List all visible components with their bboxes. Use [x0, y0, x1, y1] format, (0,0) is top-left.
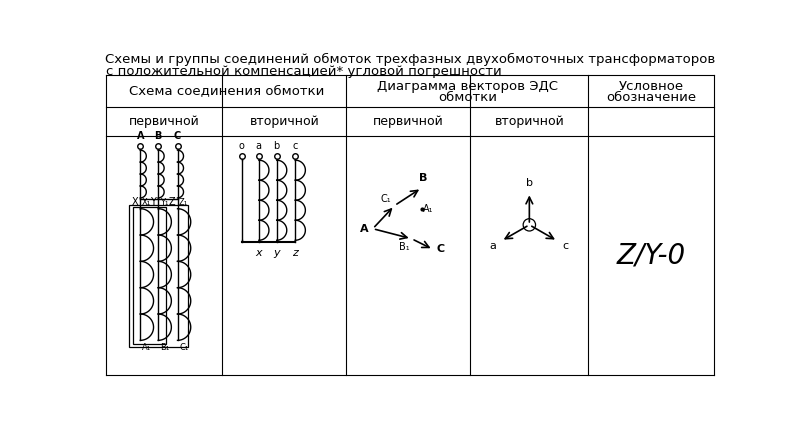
Text: Z₁: Z₁: [179, 198, 188, 207]
Text: X: X: [131, 197, 138, 207]
Text: b: b: [274, 141, 280, 151]
Bar: [133, 207, 166, 344]
Text: z: z: [292, 248, 298, 258]
Text: C₁: C₁: [179, 344, 188, 353]
Text: B: B: [154, 131, 162, 141]
Text: Схема соединения обмотки: Схема соединения обмотки: [129, 84, 324, 97]
Text: C₁: C₁: [381, 194, 391, 204]
Text: A: A: [137, 131, 144, 141]
Text: вторичной: вторичной: [494, 115, 564, 128]
Text: c: c: [562, 241, 569, 251]
Text: с положительной компенсацией* угловой погрешности: с положительной компенсацией* угловой по…: [106, 64, 502, 78]
Text: Z/Y-0: Z/Y-0: [617, 242, 686, 270]
Text: Схемы и группы соединений обмоток трехфазных двухобмоточных трансформаторов: Схемы и группы соединений обмоток трехфа…: [105, 53, 715, 66]
Text: первичной: первичной: [129, 115, 200, 128]
Text: C: C: [174, 131, 181, 141]
Text: C: C: [436, 245, 445, 255]
Text: Y: Y: [150, 197, 156, 207]
Text: o: o: [239, 141, 245, 151]
Text: обмотки: обмотки: [438, 91, 497, 104]
Text: Z: Z: [169, 197, 175, 207]
Text: Условное: Условное: [618, 80, 683, 93]
Text: первичной: первичной: [373, 115, 444, 128]
Text: B₁: B₁: [399, 242, 410, 252]
Text: X₁: X₁: [142, 198, 151, 207]
Text: b: b: [526, 178, 533, 188]
Text: c: c: [293, 141, 298, 151]
Text: Диаграмма векторов ЭДС: Диаграмма векторов ЭДС: [377, 80, 558, 93]
Text: a: a: [490, 241, 497, 251]
Text: Y₁: Y₁: [160, 198, 168, 207]
Text: B: B: [419, 173, 427, 183]
Text: вторичной: вторичной: [250, 115, 319, 128]
Text: A₁: A₁: [423, 204, 434, 215]
Text: x: x: [255, 248, 262, 258]
Text: обозначение: обозначение: [606, 91, 696, 104]
Text: y: y: [274, 248, 280, 258]
Text: A₁: A₁: [142, 344, 151, 353]
Text: A: A: [360, 224, 369, 233]
Text: B₁: B₁: [160, 344, 169, 353]
Bar: [130, 205, 187, 347]
Text: a: a: [256, 141, 262, 151]
